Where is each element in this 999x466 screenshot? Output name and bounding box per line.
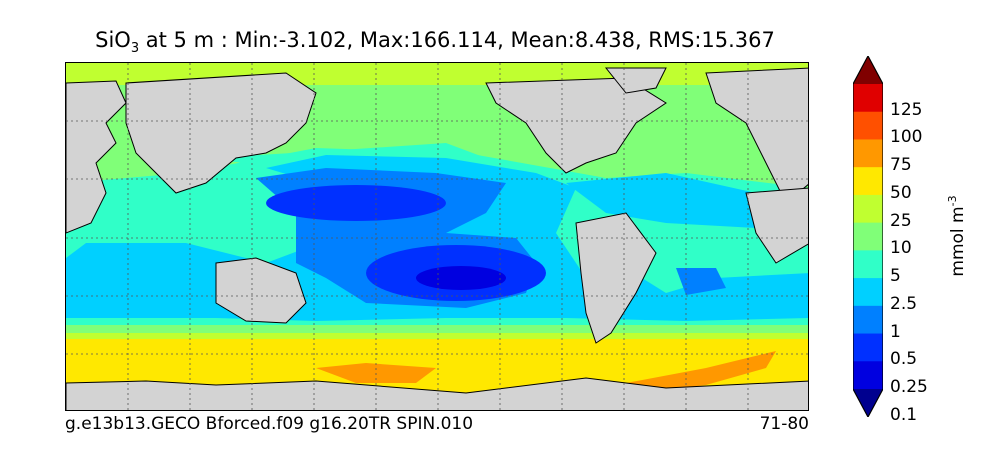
southern-patch-50-b	[626, 351, 776, 393]
colorbar-tick-label: 50	[890, 182, 912, 203]
contour-map	[66, 63, 808, 410]
colorbar-max-arrow	[853, 56, 883, 84]
greenland	[604, 67, 667, 94]
colorbar-bin	[853, 84, 883, 113]
australia	[215, 257, 307, 324]
colorbar-tick-label: 0.1	[890, 404, 918, 425]
colorbar-tick-label: 2.5	[890, 293, 918, 314]
case-name: g.e13b13.GECO Bforced.f09 g16.20TR SPIN.…	[65, 414, 474, 434]
colorbar-bin	[853, 222, 883, 251]
europe-africa	[705, 67, 808, 204]
colorbar-bin	[853, 278, 883, 307]
south-pacific-core	[416, 266, 506, 290]
map-panel	[65, 62, 809, 411]
colorbar-tick-label: 125	[890, 99, 923, 120]
plot-title: SiO3 at 5 m : Min:-3.102, Max:166.114, M…	[0, 28, 870, 56]
title-stats: at 5 m : Min:-3.102, Max:166.114, Mean:8…	[139, 28, 775, 52]
colorbar	[853, 56, 883, 417]
landmasses	[66, 67, 808, 410]
colorbar-bin	[853, 250, 883, 279]
colorbar-tick-label: 0.5	[890, 349, 918, 370]
antarctica	[66, 377, 808, 410]
south-america	[575, 212, 657, 344]
colorbar-bins	[853, 84, 883, 390]
year-range: 71-80	[759, 414, 809, 434]
colorbar-units: mmol m-3	[946, 195, 968, 276]
asia	[125, 72, 317, 194]
colorbar-tick-label: 1	[890, 321, 901, 342]
gridlines	[66, 63, 808, 410]
africa	[66, 80, 127, 234]
colorbar-bin	[853, 361, 883, 390]
colorbar-tick-label: 75	[890, 155, 912, 176]
colorbar-bin	[853, 194, 883, 224]
colorbar-bin	[853, 333, 883, 362]
colorbar-tick-label: 100	[890, 127, 923, 148]
africa-south	[745, 187, 808, 264]
units-exponent: -3	[946, 195, 960, 207]
title-variable: SiO	[95, 28, 131, 52]
colorbar-bin	[853, 139, 883, 168]
title-subscript: 3	[130, 41, 140, 57]
colorbar-tick-label: 5	[890, 266, 901, 287]
north-america	[485, 77, 667, 174]
colorbar-bin	[853, 111, 883, 140]
colorbar-min-arrow	[853, 389, 883, 417]
colorbar-bin	[853, 167, 883, 196]
south-atlantic-0_5	[676, 268, 726, 295]
units-base: mmol m	[947, 206, 968, 277]
colorbar-tick-label: 10	[890, 238, 912, 259]
colorbar-tick-label: 25	[890, 210, 912, 231]
north-pacific-0_25	[266, 185, 446, 221]
atlantic-region-1	[566, 173, 756, 228]
colorbar-tick-label: 0.25	[890, 377, 928, 397]
colorbar-bin	[853, 305, 883, 335]
